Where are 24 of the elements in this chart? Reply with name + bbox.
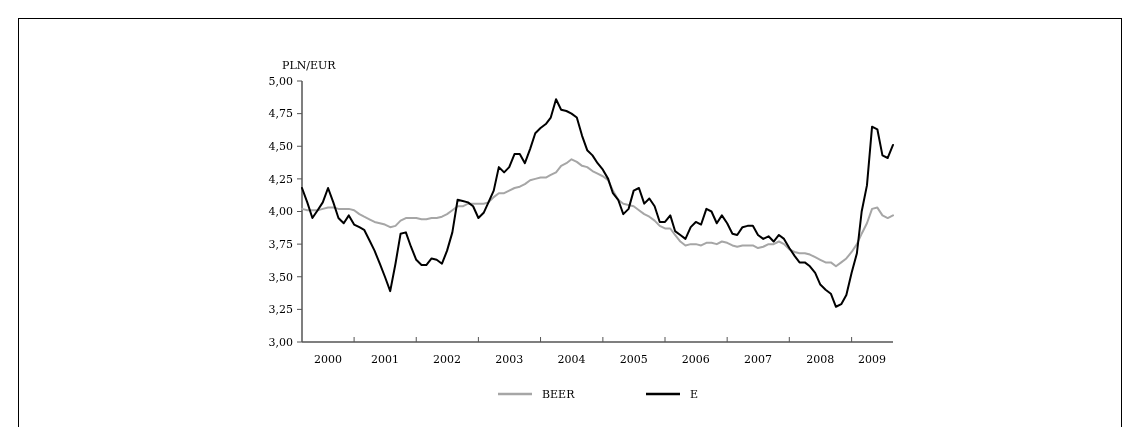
legend-label: E: [690, 387, 699, 401]
x-tick-label: 2009: [858, 353, 887, 366]
y-tick-label: 5,00: [268, 74, 293, 88]
line-series: [301, 98, 894, 308]
y-tick-label: 4,50: [268, 140, 293, 154]
x-tick-label: 2001: [370, 353, 399, 366]
x-tick-label: 2004: [557, 353, 586, 366]
y-tick-label: 3,50: [268, 270, 293, 284]
y-tick-label: 4,25: [268, 172, 293, 186]
y-tick-label: 4,75: [268, 107, 293, 121]
line-series: [301, 158, 894, 268]
x-tick-label: 2005: [619, 353, 648, 366]
x-tick-label: 2008: [806, 353, 835, 366]
legend-label: BEER: [542, 387, 576, 401]
x-tick-label: 2003: [495, 353, 524, 366]
x-tick-label: 2000: [314, 353, 343, 366]
y-axis-title: PLN/EUR: [282, 59, 337, 72]
x-tick-label: 2002: [433, 353, 462, 366]
y-tick-label: 3,00: [268, 335, 293, 349]
y-tick-label: 3,75: [268, 237, 293, 251]
x-tick-label: 2006: [681, 353, 710, 366]
x-tick-label: 2007: [743, 353, 772, 366]
y-tick-label: 3,25: [268, 303, 293, 317]
y-tick-label: 4,00: [268, 205, 293, 219]
